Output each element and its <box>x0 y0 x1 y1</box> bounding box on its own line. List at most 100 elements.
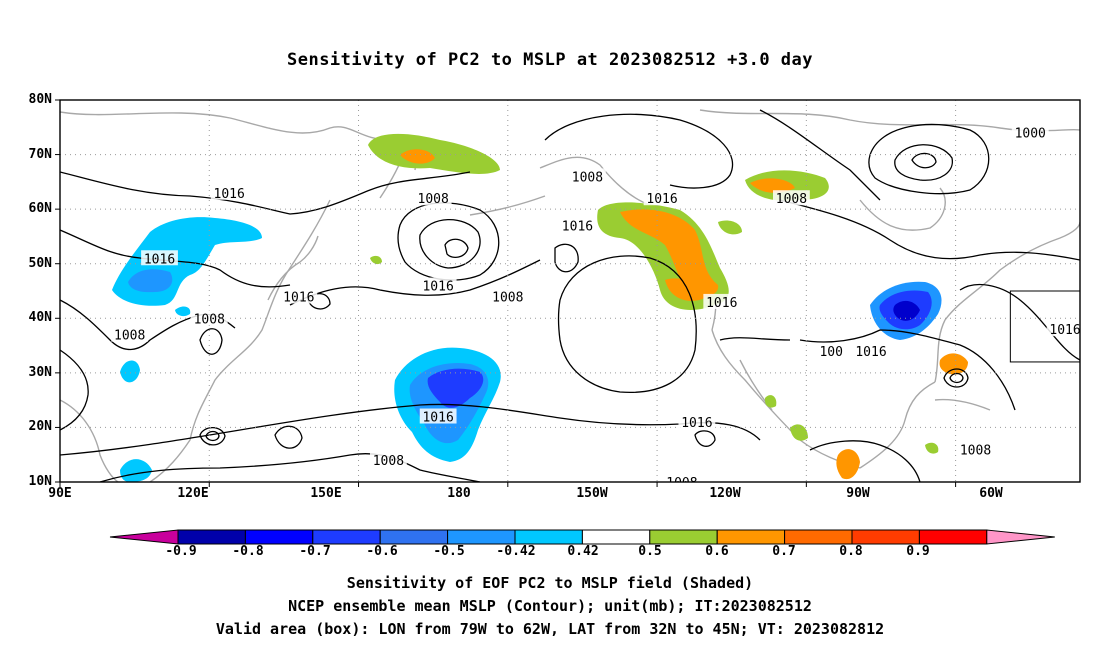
contour-1016-asia-w <box>60 349 89 431</box>
contour-label-bg <box>210 184 248 200</box>
shade-green-pacific-small <box>370 255 382 265</box>
contour-1008-canada-n <box>759 109 881 201</box>
contour-label: 1016 <box>562 220 593 235</box>
contour-1016-na-east <box>799 329 1016 411</box>
colorbar-cell-10 <box>851 529 920 545</box>
contour-label-bg <box>414 190 452 206</box>
lon-label-120w: 120W <box>709 486 741 501</box>
contour-label-bg <box>489 288 527 304</box>
lon-label-180: 180 <box>447 486 471 501</box>
mslp-contour-layer <box>60 109 1080 482</box>
contour-label-bg <box>111 326 149 342</box>
contour-label-bg <box>141 250 178 266</box>
contour-label-bg <box>1011 124 1049 140</box>
lon-label-150e: 150E <box>310 486 342 501</box>
shade-green-siberia <box>368 133 500 174</box>
colorbar-high-extension <box>986 529 1055 545</box>
colorbar-cell-11 <box>918 529 988 545</box>
colorbar-cell-6 <box>581 529 651 545</box>
colorbar-cell-3 <box>379 529 449 545</box>
contour-label-bg <box>957 441 994 457</box>
contour-label: 1016 <box>283 290 314 305</box>
coastline-indochina <box>60 399 119 482</box>
contour-1008-tropics <box>99 453 481 482</box>
chart-title: Sensitivity of PC2 to MSLP at 2023082512… <box>286 50 813 70</box>
contour-1016-pacific-mid <box>289 259 541 306</box>
contour-label: 1008 <box>418 192 449 207</box>
shade-green-canada-small <box>718 220 742 235</box>
contour-label-bg <box>419 408 457 424</box>
colorbar-low-extension <box>109 529 179 545</box>
contour-hurricane-2 <box>949 372 964 384</box>
contour-label-bg <box>663 474 701 482</box>
contour-label: 1016 <box>646 192 677 207</box>
axis-ticks <box>55 99 957 487</box>
lat-lon-grid <box>60 100 1080 482</box>
caption-line-1: Sensitivity of EOF PC2 to MSLP field (Sh… <box>346 574 754 592</box>
coastline-asia-east <box>149 199 331 482</box>
contour-1016-asia-mid <box>60 229 291 288</box>
contour-1008-north-america <box>779 199 1080 261</box>
contour-label-bg <box>773 190 810 206</box>
colorbar-cell-4 <box>447 529 516 545</box>
contour-1000-greenland <box>868 123 990 195</box>
colorbar-label-neg0.42: -0.42 <box>496 544 536 559</box>
contour-label-bg <box>816 343 846 359</box>
contour-label-bg <box>369 452 407 468</box>
shade-orange-canada <box>750 178 795 193</box>
contour-low-kamchatka-2 <box>419 219 481 269</box>
contour-1016-subtropical-high <box>557 255 697 394</box>
contour-small-3 <box>274 425 303 449</box>
contour-label-layer: 1016 1016 1016 1008 1008 1008 1008 1016 1016 1008… <box>111 124 1080 482</box>
lat-label-70n: 70N <box>28 147 52 162</box>
contour-label: 1016 <box>706 296 737 311</box>
contour-label: 1016 <box>214 187 245 202</box>
contour-label: 1016 <box>1049 323 1080 338</box>
coastline-cuba <box>934 398 991 411</box>
colorbar-label-0.5: 0.5 <box>638 544 662 559</box>
contour-small-1 <box>554 243 579 273</box>
contour-label-bg <box>703 293 741 309</box>
contour-label-bg <box>559 217 596 233</box>
contour-small-4 <box>694 430 716 447</box>
contour-label-bg <box>643 190 681 206</box>
contour-label: 100 <box>819 345 842 360</box>
colorbar-cell-0 <box>177 529 246 545</box>
coastline-aleutians <box>469 195 546 216</box>
lat-label-30n: 30N <box>28 365 52 380</box>
colorbar-label-0.9: 0.9 <box>906 544 930 559</box>
contour-1016-asia-north <box>60 171 471 215</box>
contour-label-bg <box>569 168 606 184</box>
colorbar-label-neg0.8: -0.8 <box>232 544 264 559</box>
colorbar-label-neg0.9: -0.9 <box>165 544 197 559</box>
lon-label-90w: 90W <box>846 486 870 501</box>
contour-label: 1008 <box>194 312 225 327</box>
contour-1008-arctic <box>544 113 734 189</box>
shade-lightblue-scs-2 <box>120 459 152 482</box>
contour-label: 1008 <box>114 329 145 344</box>
contour-typhoon-1 <box>199 426 226 446</box>
colorbar-label-neg0.7: -0.7 <box>299 544 331 559</box>
lon-label-120e: 120E <box>177 486 209 501</box>
valid-area-box <box>1009 290 1080 363</box>
shade-blue-pacific <box>427 368 484 408</box>
colorbar-cell-5 <box>514 529 583 545</box>
contour-992-greenland <box>894 144 953 181</box>
contour-label-bg <box>852 343 890 359</box>
shade-lightblue-asia-2 <box>175 306 191 317</box>
shade-darkblue-atlantic <box>893 300 920 321</box>
contour-1016-atlantic <box>959 283 1080 361</box>
contour-low-kamchatka-3 <box>444 238 469 259</box>
contour-label: 1016 <box>144 252 175 267</box>
shade-green-carib <box>925 442 939 454</box>
colorbar-cell-8 <box>716 529 786 545</box>
colorbar-cell-1 <box>244 529 314 545</box>
colorbar-label-0.8: 0.8 <box>839 544 863 559</box>
contour-label: 1016 <box>422 411 453 426</box>
caption-line-2: NCEP ensemble mean MSLP (Contour); unit(… <box>288 597 812 615</box>
contour-typhoon-2 <box>205 430 220 442</box>
coastline-hudson <box>859 187 946 231</box>
contour-label-bg <box>1046 321 1080 337</box>
colorbar-label-neg0.5: -0.5 <box>433 544 465 559</box>
shade-orange-alaska-gulf <box>665 278 705 301</box>
